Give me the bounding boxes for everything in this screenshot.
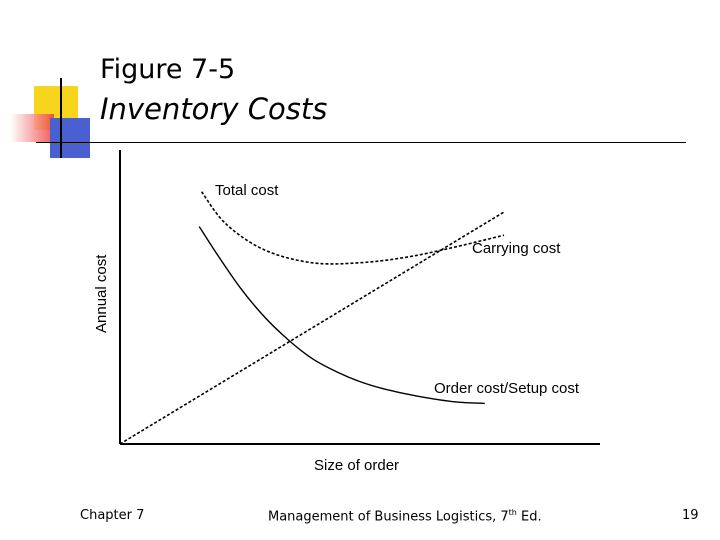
decor-blue-square — [50, 118, 90, 158]
carrying-cost-label: Carrying cost — [472, 240, 561, 257]
chart-axes — [119, 150, 600, 445]
chart-curves — [119, 191, 505, 445]
carrying-cost-curve — [119, 211, 505, 445]
total-cost-label: Total cost — [215, 182, 279, 199]
x-axis-label: Size of order — [314, 457, 399, 474]
total-cost-curve — [200, 191, 505, 265]
title-rule — [36, 142, 686, 143]
order-cost-setup-cost-curve — [198, 226, 485, 405]
footer-chapter: Chapter 7 — [80, 508, 145, 523]
decor-red-square — [10, 114, 54, 142]
order-cost-setup-cost-label: Order cost/Setup cost — [434, 380, 580, 397]
slide-title: Figure 7-5 — [100, 54, 236, 85]
decor-vertical-line — [60, 78, 62, 158]
slide-subtitle: Inventory Costs — [100, 92, 328, 126]
footer-book-end: Ed. — [516, 509, 542, 525]
footer-book-main: Management of Business Logistics, 7 — [268, 509, 509, 525]
footer-book-sup: th — [508, 508, 517, 517]
footer-book-title: Management of Business Logistics, 7th Ed… — [268, 508, 542, 524]
y-axis-label: Annual cost — [93, 254, 110, 333]
footer-page-number: 19 — [682, 508, 699, 523]
chart-labels: Total cost Carrying cost Order cost/Setup … — [93, 182, 580, 474]
